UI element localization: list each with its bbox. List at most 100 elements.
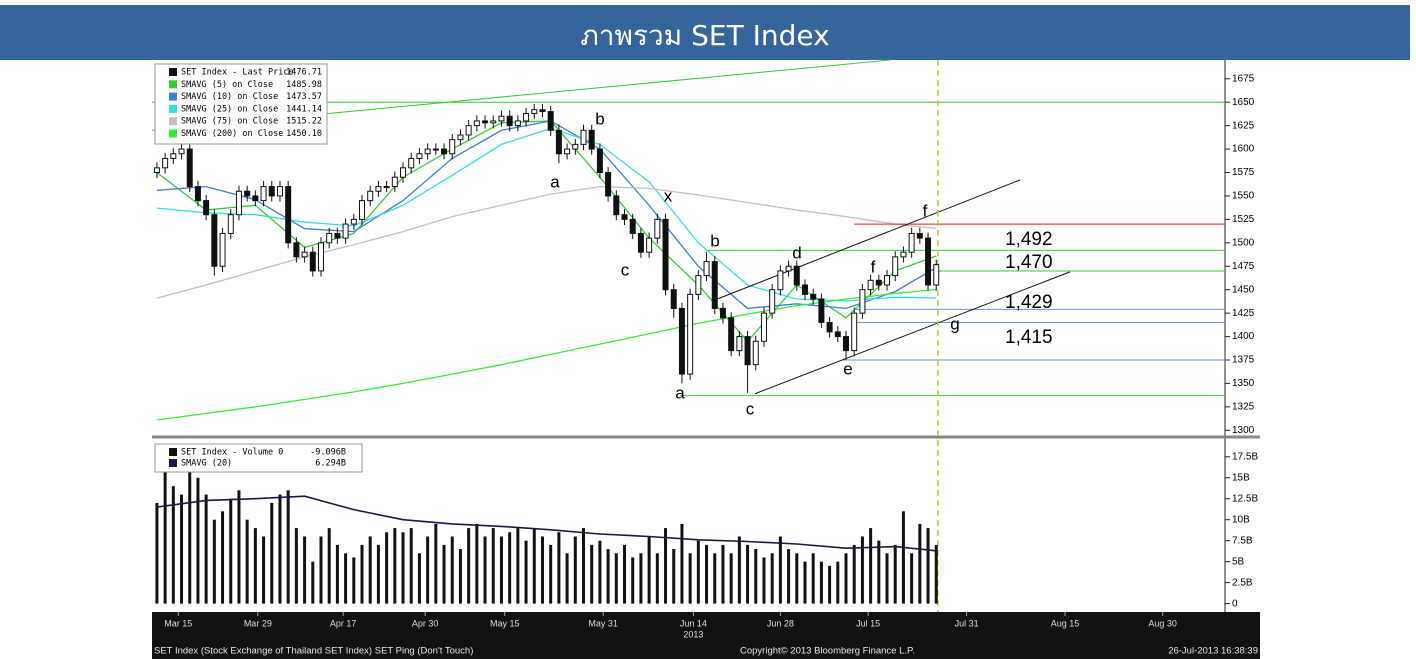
volume-bar [639,553,643,604]
candle-body [268,186,275,197]
candle-body [752,340,759,366]
volume-bar [524,540,528,604]
candle-body [490,120,497,124]
candle-body [851,312,858,352]
volume-bar [319,536,323,604]
footer-left: SET Index (Stock Exchange of Thailand SE… [154,646,473,657]
volume-bar [713,553,717,604]
volume-bar [614,553,618,604]
volume-bar [335,544,339,604]
legend-swatch [169,459,177,467]
candle-body [424,148,431,155]
candle-body [326,232,333,244]
legend-label: SMAVG (5) on Close [181,80,273,90]
x-tick-label: Jun 28 [767,618,794,628]
volume-bar [409,528,413,604]
volume-bar [811,553,815,604]
y-tick-label: 1575 [1232,167,1255,178]
volume-bar [934,544,938,604]
candle-body [309,251,316,272]
candle-body [359,200,366,220]
x-axis-strip [152,612,1260,659]
volume-bar [549,544,553,604]
candle-body [564,148,571,155]
y-tick-label: 1400 [1232,331,1255,342]
y-tick-label: 1475 [1232,261,1255,272]
candle-body [596,148,603,173]
legend-value: 1485.98 [286,80,322,90]
candle-body [843,336,850,352]
y-tick-label: 12.5B [1232,493,1258,504]
candle-body [334,232,341,239]
volume-bar [901,511,905,604]
y-tick-label: 1675 [1232,73,1255,84]
volume-bar [417,553,421,604]
candle-body [695,275,702,295]
volume-bar [434,523,438,604]
legend-label: SMAVG (200) on Close [181,129,283,139]
y-tick-label: 1525 [1232,214,1255,225]
level-label: 1,429 [1005,292,1053,313]
legend-value: 6.294B [315,459,346,469]
candle-body [605,172,612,197]
candle-body [810,293,817,300]
year-label: 2013 [683,629,703,639]
volume-bar [188,460,192,604]
volume-bar [869,528,873,604]
y-tick-label: 1450 [1232,284,1255,295]
candle-body [531,109,538,114]
candle-body [153,167,160,173]
candle-body [736,336,743,352]
y-tick-label: 1375 [1232,355,1255,366]
y-tick-label: 1300 [1232,425,1255,436]
candle-body [867,279,874,291]
volume-bar [590,544,594,604]
candle-body [539,109,546,113]
volume-bar [754,549,758,604]
legend-value: -9.096B [310,448,346,458]
legend-swatch [169,92,177,101]
y-tick-label: 10B [1232,514,1250,525]
candle-body [375,186,382,192]
candle-body [260,186,267,202]
candle-body [293,242,300,258]
y-tick-label: 1600 [1232,144,1255,155]
volume-bar [540,536,544,604]
candle-body [285,186,292,244]
legend-label: SET Index - Volume 0 [181,448,283,458]
volume-bar [893,544,897,604]
candle-body [769,289,776,314]
volume-bar [778,536,782,604]
volume-bar [565,553,569,604]
volume-bar [746,544,750,604]
candle-body [317,242,324,272]
wave-label: f [923,201,928,220]
volume-bar [557,532,561,604]
candle-body [170,153,177,159]
candle-body [785,265,792,272]
volume-bar [721,544,725,604]
candle-body [523,112,530,122]
candle-body [621,214,628,220]
wave-label: c [746,399,755,418]
volume-bar [664,528,668,604]
volume-bar [327,528,331,604]
volume-bar [647,536,651,604]
legend-label: SMAVG (20) [181,459,232,469]
legend-box [154,443,363,473]
candle-body [654,218,661,239]
candle-body [859,289,866,314]
candle-body [211,214,218,267]
candle-body [875,279,882,286]
candle-body [637,232,644,253]
x-tick-label: Apr 17 [330,618,357,628]
volume-bar [237,490,241,604]
footer-center: Copyright© 2013 Bloomberg Finance L.P. [740,646,915,657]
volume-bar [852,544,856,604]
volume-bar [836,561,840,604]
candle-body [441,148,448,155]
page-title: ภาพรวม SET Index [580,19,829,52]
y-tick-label: 17.5B [1232,451,1258,462]
legend-value: 1450.10 [286,129,322,139]
